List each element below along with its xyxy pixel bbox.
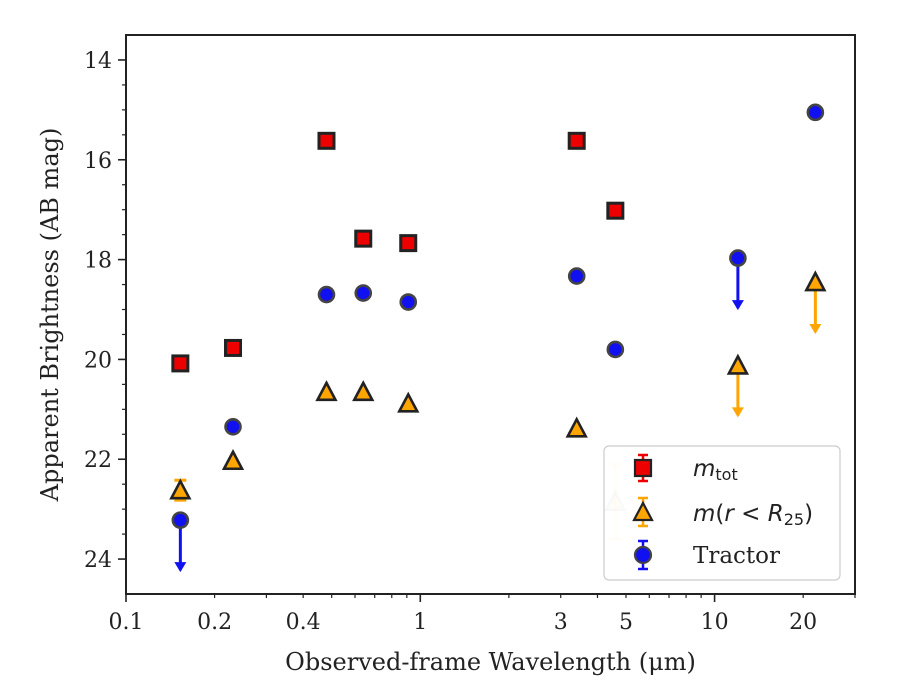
axis-ticks: 0.1 0.2 0.4 1 3 5 10 20 14 16 18 20 22 24 [84,49,856,635]
tractor-point [567,267,586,285]
mtot-point [606,201,625,220]
upper-limit-arrowhead [809,324,822,335]
x-tick-label: 20 [789,610,817,635]
y-tick-label: 24 [84,548,112,573]
legend-label-mr25: m(r < R25) [693,501,813,529]
x-tick-label: 1 [413,610,427,635]
y-tick-label: 16 [84,149,112,174]
y-tick-label: 20 [84,348,112,373]
legend-box [603,445,841,581]
mtot-point [171,354,190,373]
upper-limit-arrowhead [731,300,744,311]
upper-limit-arrowhead [174,562,187,573]
mr25-point [315,380,338,402]
plot-frame [125,34,856,595]
y-axis-label: Apparent Brightness (AB mag) [36,128,64,503]
x-tick-label: 0.1 [109,610,144,635]
y-tick-label: 18 [84,249,112,274]
mr25-point [726,353,750,375]
tractor-point [729,249,747,267]
legend: mtot m(r < R25) Tractor [603,445,841,581]
mtot-point [224,338,243,357]
mr25-point [565,416,588,438]
x-tick-label: 10 [701,610,729,635]
tractor-point [317,285,336,304]
tractor-point [606,340,625,359]
upper-limit-arrowhead [731,407,744,418]
tractor-point [806,103,825,122]
mr25-point [397,391,420,413]
mr25-point [352,380,375,402]
x-axis-label: Observed-frame Wavelength (μm) [285,648,696,676]
y-tick-label: 14 [84,49,112,74]
tractor-point [399,293,418,311]
x-tick-label: 5 [619,610,633,635]
mtot-point [354,229,373,248]
x-tick-label: 0.2 [197,610,232,635]
plot-area [169,103,827,573]
legend-marker-tractor [633,539,653,571]
y-tick-label: 22 [84,448,112,473]
mr25-point [804,270,827,292]
x-tick-label: 3 [554,610,568,635]
tractor-point [354,284,373,302]
x-tick-label: 0.4 [286,610,321,635]
tractor-point [224,417,242,436]
tractor-point [171,511,190,529]
mtot-point [399,234,418,253]
mtot-point [567,131,586,150]
legend-marker-mtot [633,453,653,483]
legend-marker-mr25 [632,496,654,528]
mr25-point [169,478,192,500]
legend-label-tractor: Tractor [693,543,780,569]
mtot-point [317,131,336,150]
mr25-point [221,448,245,471]
